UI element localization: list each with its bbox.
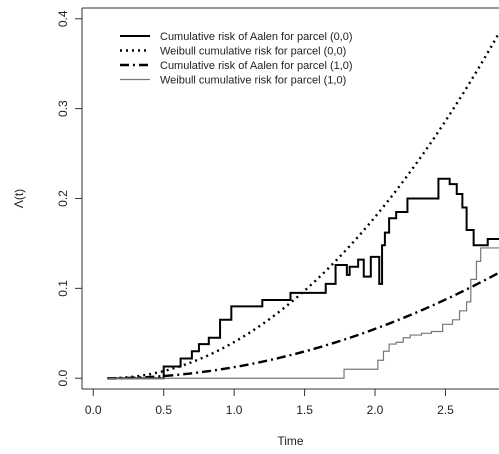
series-aalen-parcel-1-0 [107, 271, 499, 380]
series-aalen-parcel-0-0 [107, 177, 499, 380]
x-tick-label: 2.0 [367, 403, 384, 417]
ticks-layer: 0.0 0.5 1.0 1.5 2.0 2.5 0.0 0.1 0.2 0.3 0.4 [56, 10, 454, 417]
x-axis-title: Time [277, 434, 304, 448]
legend-label: Weibull cumulative risk for parcel (1,0) [160, 75, 346, 87]
x-tick-label: 1.0 [226, 403, 243, 417]
series-weibull-parcel-1-0 [107, 247, 499, 379]
series-layer [107, 32, 499, 380]
legend: Cumulative risk of Aalen for parcel (0,0… [120, 31, 353, 87]
y-tick-label: 0.3 [56, 100, 70, 117]
y-axis-title: Λ(t) [12, 189, 26, 208]
x-tick-label: 1.5 [296, 403, 313, 417]
legend-label: Cumulative risk of Aalen for parcel (0,0… [160, 31, 353, 43]
x-tick-label: 0.0 [85, 403, 102, 417]
x-tick-label: 0.5 [155, 403, 172, 417]
y-tick-label: 0.2 [56, 190, 70, 207]
y-tick-label: 0.0 [56, 370, 70, 387]
legend-label: Weibull cumulative risk for parcel (0,0) [160, 46, 346, 58]
legend-label: Cumulative risk of Aalen for parcel (1,0… [160, 60, 353, 72]
y-tick-label: 0.4 [56, 10, 70, 27]
x-tick-label: 2.5 [437, 403, 454, 417]
y-tick-label: 0.1 [56, 280, 70, 297]
series-weibull-parcel-0-0 [107, 32, 499, 380]
